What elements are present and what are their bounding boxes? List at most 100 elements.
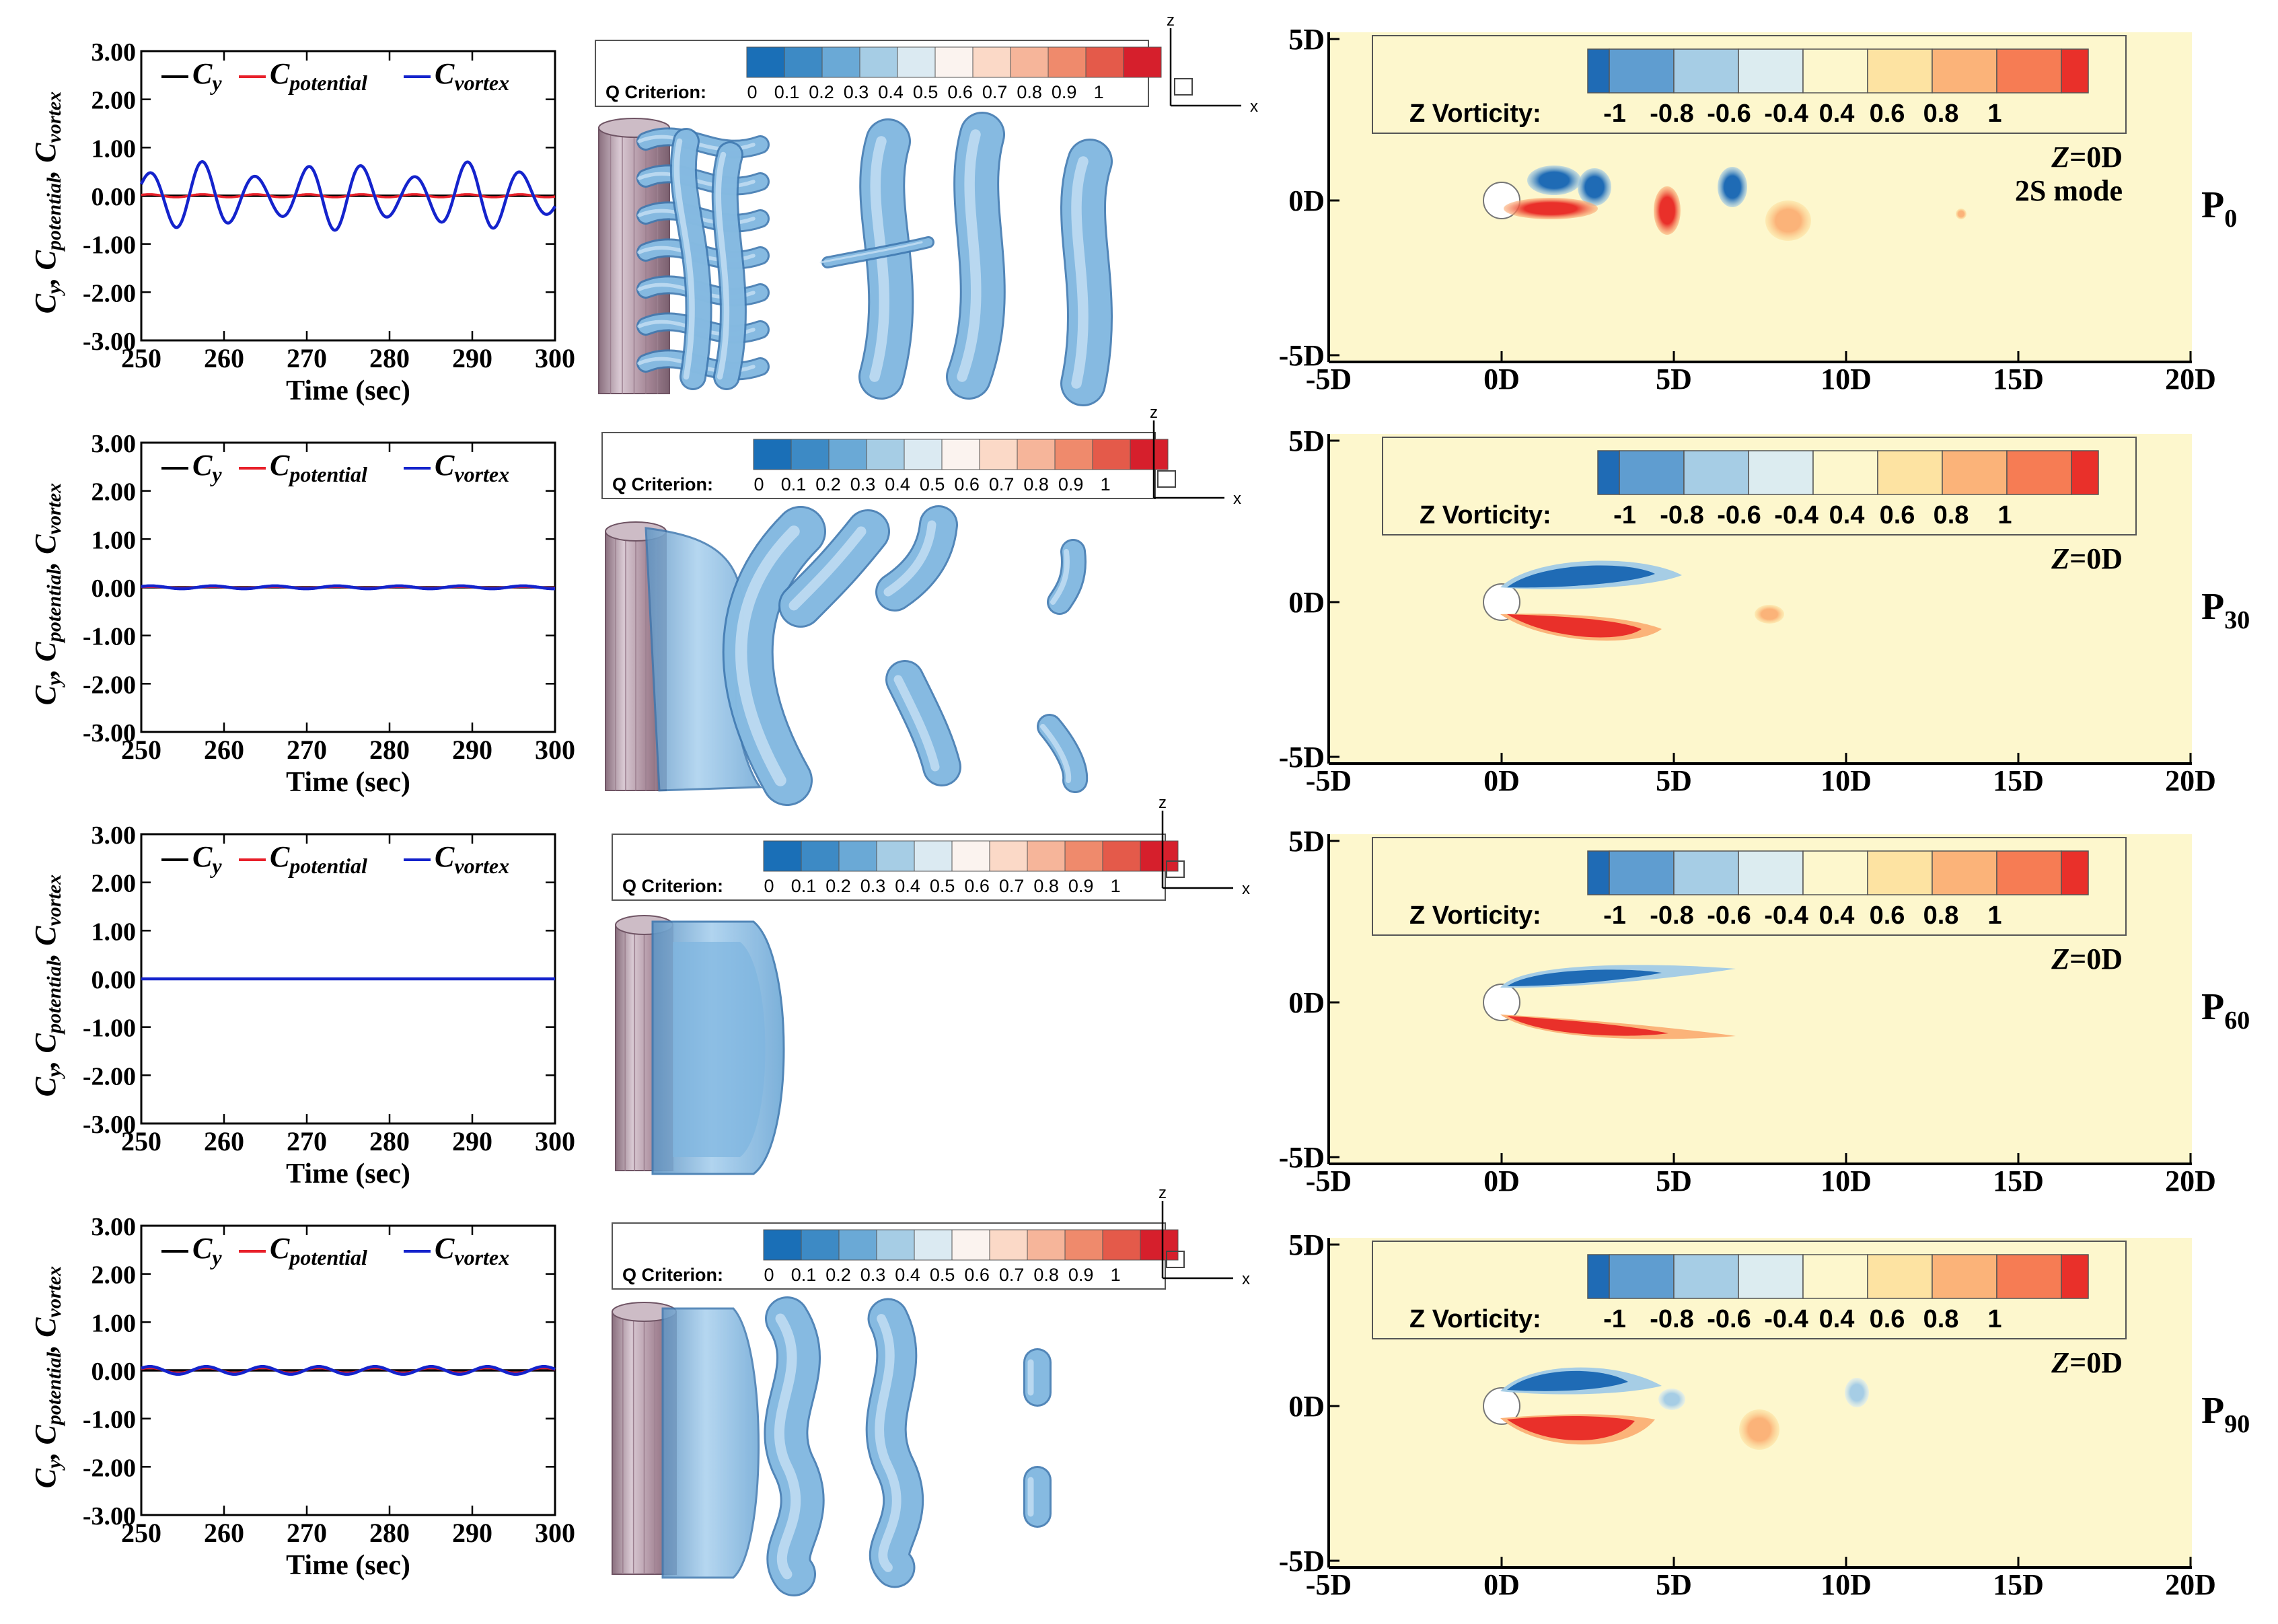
x-tick-label: 15D bbox=[1993, 363, 2044, 396]
colorbar-swatch bbox=[1996, 850, 2062, 895]
q-colorbar-2: Q Criterion: 0 0.1 0.2 0.3 0.4 0.5 0.6 0.7 0.8 0.9… bbox=[612, 834, 1179, 901]
x-tick-label: 300 bbox=[535, 1518, 575, 1548]
z-plane-label: Z=0D bbox=[2051, 141, 2123, 174]
vortex-tube-highlight bbox=[774, 1313, 801, 1580]
y-tick-label: 5D bbox=[1288, 1228, 1325, 1261]
vortex-negative-weak bbox=[1845, 1378, 1869, 1407]
colorbar-tick: 0.6 bbox=[964, 876, 990, 896]
vortex-filament bbox=[823, 238, 932, 266]
y-axis-label: Cy, Cpotential, Cvortex bbox=[29, 875, 65, 1097]
y-tick-label: -1.00 bbox=[83, 623, 136, 651]
x-tick-label: 15D bbox=[1993, 1568, 2044, 1601]
colorbar-tick: -0.6 bbox=[1707, 100, 1751, 128]
colorbar-swatch bbox=[2006, 450, 2072, 495]
axis-z-label: z bbox=[1159, 1184, 1167, 1202]
x-tick-label: 0D bbox=[1483, 764, 1520, 797]
colorbar-swatch bbox=[1609, 850, 1675, 895]
colorbar-tick: 0.3 bbox=[860, 876, 886, 896]
colorbar-swatch bbox=[2071, 450, 2099, 495]
y-axis-label: Cy, Cpotential, Cvortex bbox=[29, 1266, 65, 1488]
colorbar-tick: 0.8 bbox=[1934, 501, 1969, 529]
legend-cy-label: Cy bbox=[192, 840, 222, 878]
colorbar-swatch bbox=[1932, 850, 1997, 895]
colorbar-swatch bbox=[1085, 46, 1124, 78]
x-tick-label: 5D bbox=[1656, 1165, 1692, 1197]
x-tick-label: 280 bbox=[369, 1518, 410, 1548]
colorbar-tick: 0.2 bbox=[809, 82, 834, 102]
colorbar-tick: 0.7 bbox=[982, 82, 1008, 102]
vorticity-panel-1: -5D 0D 5D 10D 15D 20D 5D 0D -5D Z Vorticity: -1 -0.… bbox=[1279, 425, 2250, 797]
colorbar-tick: -0.6 bbox=[1707, 901, 1751, 930]
vortex-sheet-inner bbox=[673, 942, 766, 1157]
x-tick-label: 280 bbox=[369, 343, 410, 373]
series-line-cvortex bbox=[141, 584, 555, 591]
vortex-tube-highlight bbox=[673, 138, 695, 380]
y-tick-label: 5D bbox=[1288, 825, 1325, 858]
y-tick-label: 3.00 bbox=[91, 430, 137, 458]
colorbar-tick: 0.8 bbox=[1017, 82, 1042, 102]
x-tick-label: 250 bbox=[121, 343, 161, 373]
x-tick-label: 290 bbox=[452, 1126, 492, 1156]
vortex-tube bbox=[1062, 141, 1111, 404]
colorbar-swatch bbox=[951, 840, 990, 872]
y-tick-label: -3.00 bbox=[83, 1111, 136, 1139]
colorbar-tick: 0 bbox=[754, 474, 764, 494]
shear-layer-positive bbox=[1507, 1416, 1635, 1440]
colorbar-swatch bbox=[2061, 48, 2089, 94]
colorbar-tick: 0.2 bbox=[825, 1265, 851, 1285]
colorbar-swatch bbox=[1673, 850, 1739, 895]
vortex-tube bbox=[1039, 716, 1087, 791]
colorbar-tick: 0.9 bbox=[1068, 876, 1094, 896]
colorbar-tick: 0.8 bbox=[1923, 1305, 1959, 1333]
x-tick-label: 270 bbox=[287, 1518, 327, 1548]
legend-cpotential-label: Cpotential bbox=[270, 57, 367, 95]
vortex-tube-highlight bbox=[883, 520, 936, 597]
colorbar-swatch bbox=[1673, 48, 1739, 94]
colorbar-frame bbox=[1372, 1241, 2127, 1339]
x-tick-label: 0D bbox=[1483, 1165, 1520, 1197]
x-tick-label: -5D bbox=[1306, 1165, 1352, 1197]
colorbar-swatch bbox=[914, 840, 953, 872]
y-tick-label: -5D bbox=[1279, 741, 1325, 774]
axis-triad-1: zx bbox=[1150, 404, 1241, 508]
colorbar-tick: 0.9 bbox=[1068, 1265, 1094, 1285]
y-tick-label: -5D bbox=[1279, 1141, 1325, 1174]
colorbar-tick: 0.8 bbox=[1923, 901, 1959, 930]
x-tick-label: 20D bbox=[2165, 1165, 2216, 1197]
colorbar-swatch bbox=[1932, 48, 1997, 94]
case-label: P90 bbox=[2201, 1390, 2250, 1438]
x-tick-label: 270 bbox=[287, 735, 327, 765]
colorbar-swatch bbox=[1010, 46, 1049, 78]
legend-cvortex-label: Cvortex bbox=[435, 1232, 509, 1269]
colorbar-tick: 1 bbox=[1987, 901, 2001, 930]
y-tick-label: -2.00 bbox=[83, 1062, 136, 1091]
vortex-tube-highlight bbox=[875, 1314, 902, 1572]
vortex-positive-weak bbox=[1755, 605, 1784, 624]
colorbar-swatch bbox=[876, 840, 915, 872]
colorbar-swatch bbox=[1996, 1254, 2062, 1299]
isosurface-p30 bbox=[605, 505, 1089, 806]
colorbar-label: Q Criterion: bbox=[622, 876, 723, 896]
legend-cvortex-label: Cvortex bbox=[435, 449, 509, 486]
vortex-tube-highlight bbox=[715, 151, 730, 380]
case-label: P30 bbox=[2201, 586, 2250, 634]
colorbar-label: Z Vorticity: bbox=[1409, 100, 1541, 128]
colorbar-swatch bbox=[1123, 46, 1162, 78]
y-tick-label: -3.00 bbox=[83, 1502, 136, 1530]
colorbar-swatch bbox=[838, 840, 877, 872]
q-colorbar-0: Q Criterion: 0 0.1 0.2 0.3 0.4 0.5 0.6 0.7 0.8 0.9… bbox=[595, 40, 1162, 107]
axis-box bbox=[1166, 1251, 1185, 1268]
colorbar-swatch bbox=[838, 1229, 877, 1261]
legend-cvortex-label: Cvortex bbox=[435, 57, 509, 95]
colorbar-swatch bbox=[784, 46, 823, 78]
x-tick-label: 20D bbox=[2165, 1568, 2216, 1601]
x-tick-label: 250 bbox=[121, 1518, 161, 1548]
x-tick-label: 10D bbox=[1821, 764, 1872, 797]
colorbar-tick: 0.5 bbox=[913, 82, 939, 102]
vorticity-colorbar: Z Vorticity: -1 -0.8 -0.6 -0.4 0.4 0.6 0.8 1 bbox=[1372, 1241, 2127, 1339]
x-tick-label: 300 bbox=[535, 735, 575, 765]
colorbar-swatch bbox=[1942, 450, 2008, 495]
colorbar-swatch bbox=[1130, 439, 1169, 470]
